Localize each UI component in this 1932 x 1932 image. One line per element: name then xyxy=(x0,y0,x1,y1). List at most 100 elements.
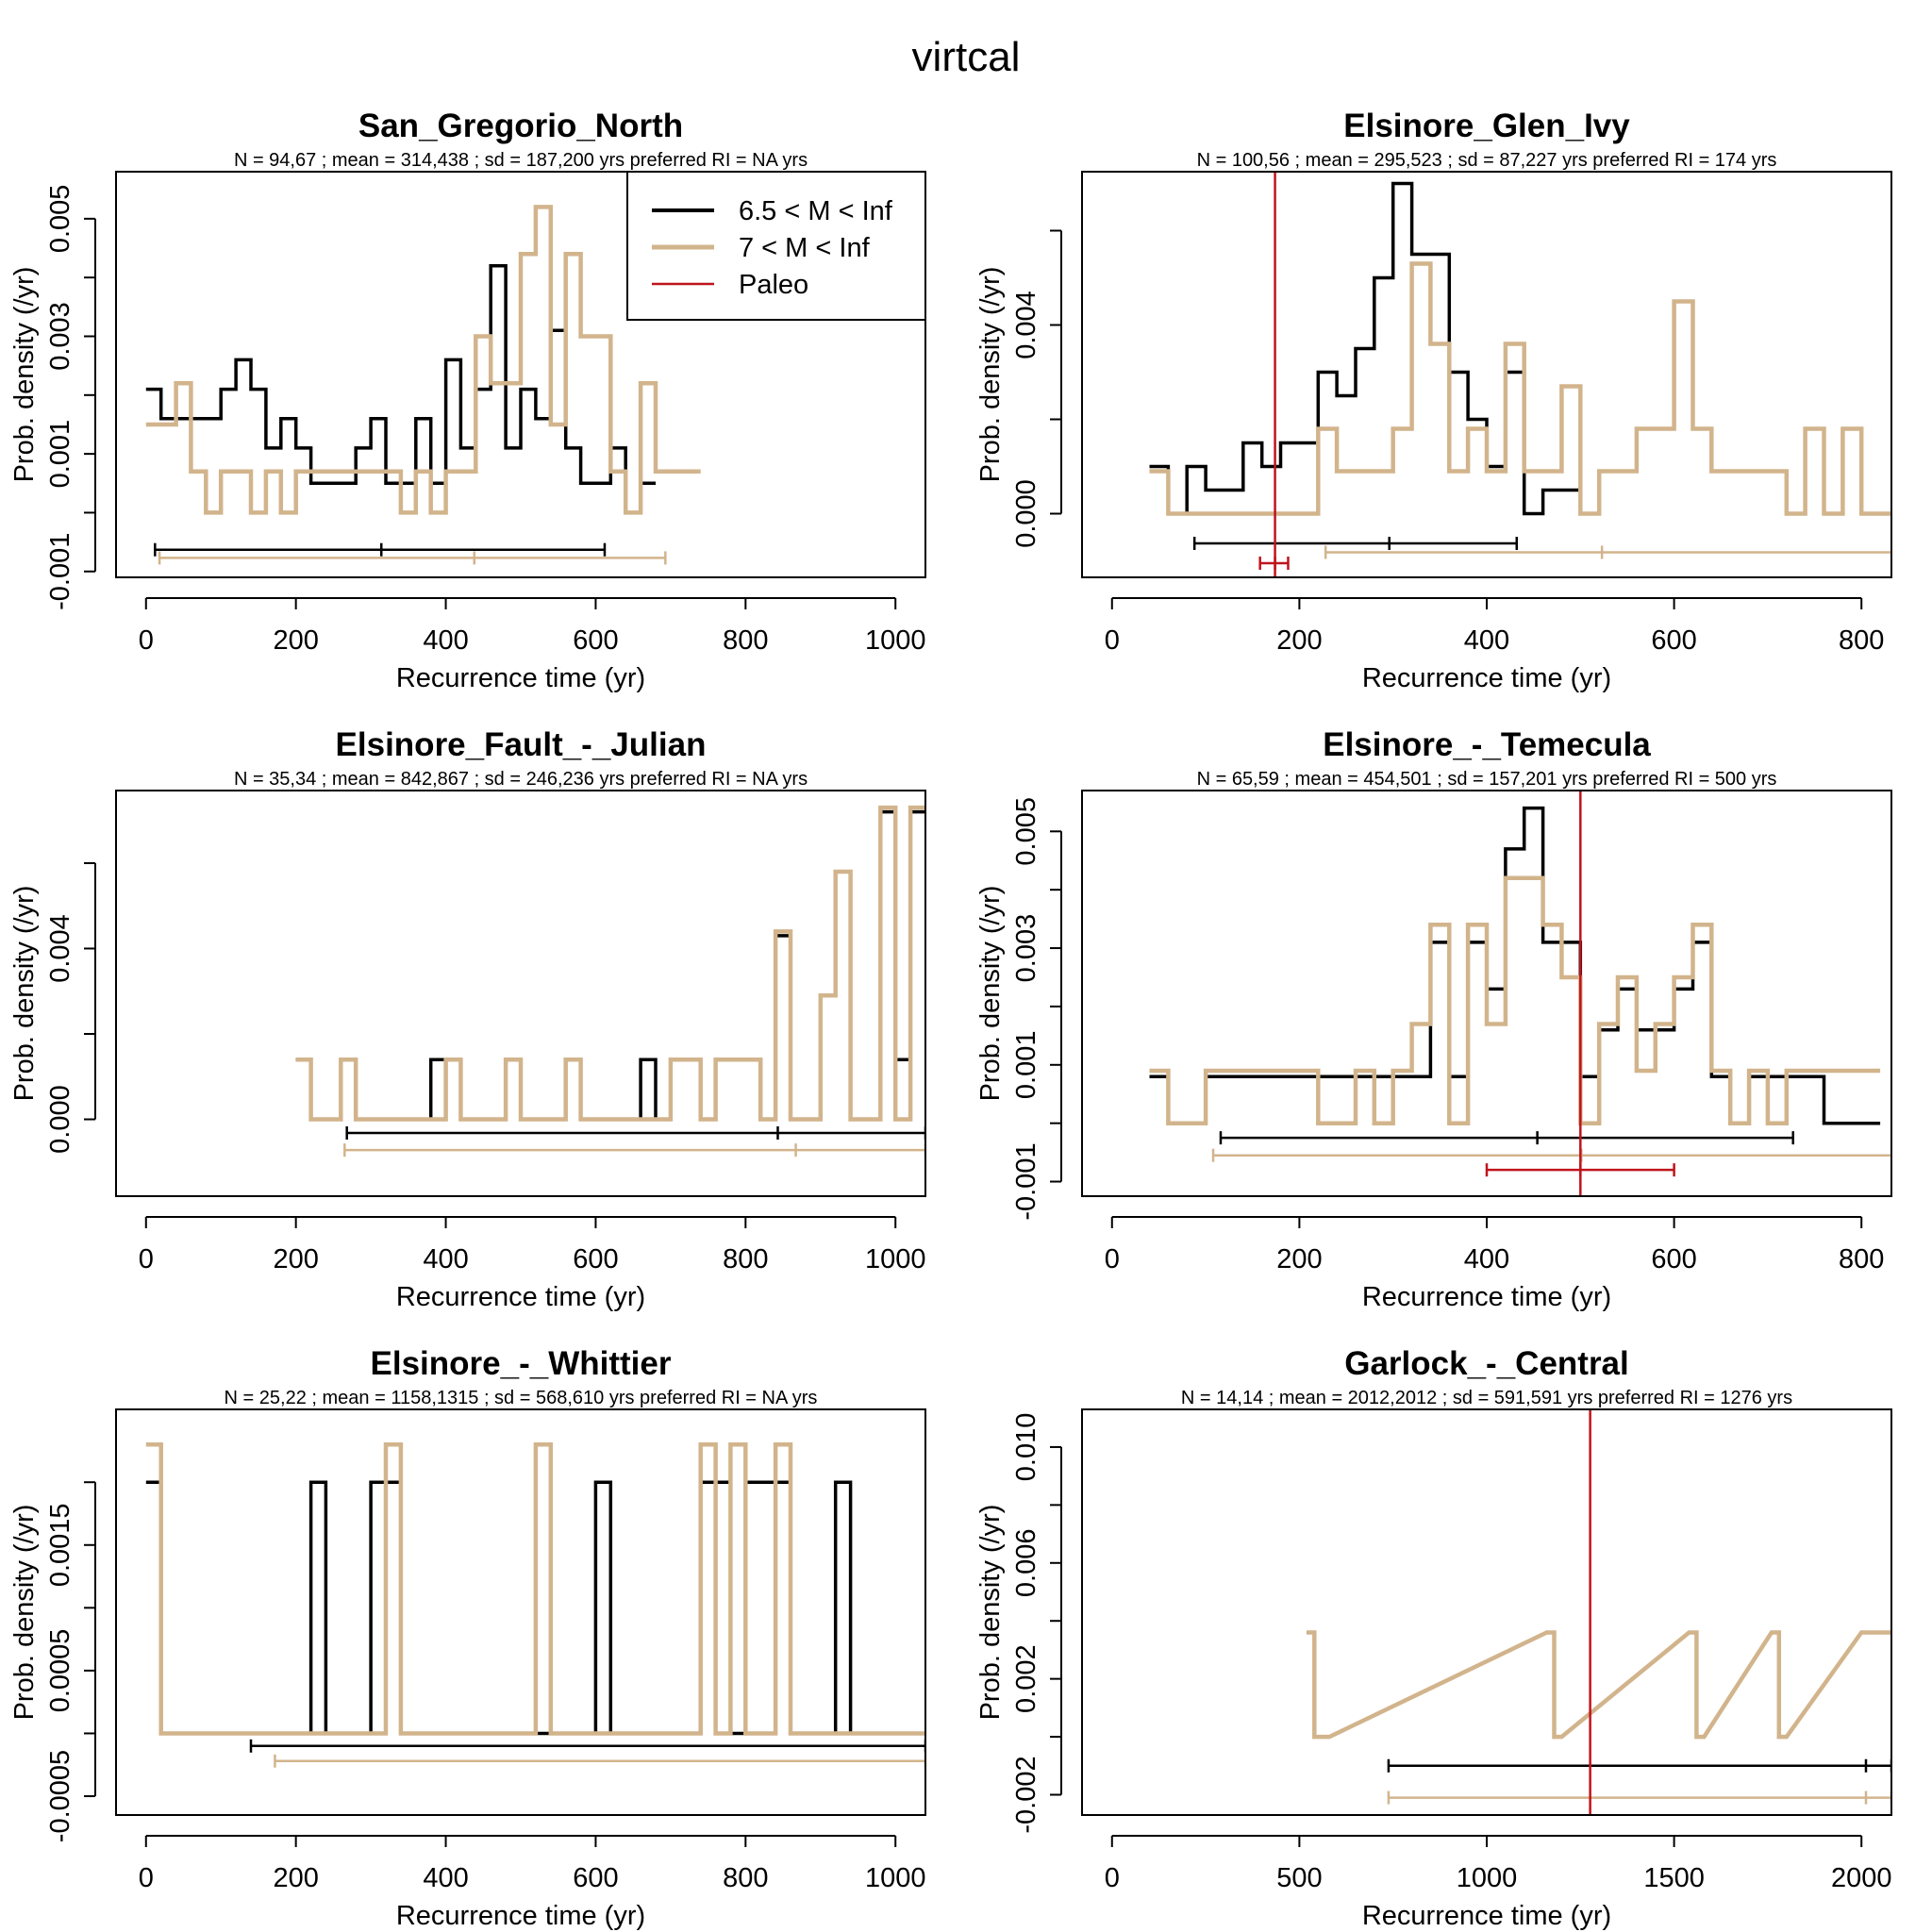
y-tick-label: 0.000 xyxy=(1011,479,1041,548)
series-m7-line xyxy=(145,1442,925,1736)
x-tick-label: 0 xyxy=(139,1244,154,1274)
interval-bar xyxy=(1387,1758,1891,1773)
panel-1: San_Gregorio_North N = 94,67 ; mean = 314… xyxy=(9,108,926,693)
interval-bar xyxy=(1324,545,1891,559)
x-axis: 0 200 400 600 800 Recurrence time (yr) xyxy=(1105,597,1884,693)
plot-frame xyxy=(115,1408,926,1816)
series-m7-line xyxy=(1149,875,1881,1125)
series-m65-line xyxy=(1307,1630,1891,1739)
x-tick-label: 0 xyxy=(1105,1244,1120,1274)
y-axis-label: Prob. density (/yr) xyxy=(9,1505,40,1721)
y-tick-label: 0.0005 xyxy=(45,1629,75,1713)
panel-title: Elsinore_-_Temecula xyxy=(1323,726,1651,763)
panel-subtitle: N = 94,67 ; mean = 314,438 ; sd = 187,20… xyxy=(234,150,808,171)
x-axis-label: Recurrence time (yr) xyxy=(396,663,645,693)
x-axis-label: Recurrence time (yr) xyxy=(1362,1282,1611,1312)
y-tick-label: 0.000 xyxy=(45,1085,75,1154)
x-tick-label: 0 xyxy=(1105,1863,1120,1893)
interval-bar xyxy=(1219,1131,1794,1145)
interval-bar xyxy=(158,551,667,565)
x-axis: 0 500 1000 1500 2000 Recurrence time (yr) xyxy=(1105,1835,1892,1931)
plot-area xyxy=(1149,791,1891,1196)
series-m7-line xyxy=(145,205,701,515)
x-tick-label: 600 xyxy=(573,1244,618,1274)
plot-area xyxy=(145,1442,925,1768)
y-axis-label: Prob. density (/yr) xyxy=(975,1505,1006,1721)
y-tick-label: 0.005 xyxy=(45,185,75,254)
x-tick-label: 400 xyxy=(423,1244,468,1274)
legend-entry: Paleo xyxy=(739,270,808,300)
plot-area xyxy=(1149,172,1891,577)
y-tick-label: 0.004 xyxy=(1011,291,1041,359)
plot-frame xyxy=(1081,790,1892,1197)
x-tick-label: 600 xyxy=(1651,1244,1696,1274)
x-tick-label: 2000 xyxy=(1831,1863,1892,1893)
x-tick-label: 0 xyxy=(1105,625,1120,656)
x-axis: 0 200 400 600 800 1000 Recurrence time (yr) xyxy=(139,1216,925,1312)
x-tick-label: 800 xyxy=(1839,1244,1884,1274)
x-tick-label: 500 xyxy=(1276,1863,1322,1893)
x-axis-label: Recurrence time (yr) xyxy=(396,1282,645,1312)
y-axis-label: Prob. density (/yr) xyxy=(975,267,1006,483)
series-m7-line xyxy=(1149,261,1891,516)
y-tick-label: 0.0015 xyxy=(45,1503,75,1587)
y-axis-label: Prob. density (/yr) xyxy=(9,886,40,1102)
legend-entry: 7 < M < Inf xyxy=(739,233,871,263)
y-axis-label: Prob. density (/yr) xyxy=(975,886,1006,1102)
x-tick-label: 200 xyxy=(1276,1244,1322,1274)
x-tick-label: 200 xyxy=(273,1863,318,1893)
x-tick-label: 400 xyxy=(423,1863,468,1893)
panel-6: Garlock_-_Central N = 14,14 ; mean = 2012… xyxy=(975,1345,1892,1931)
plot-frame xyxy=(1081,1408,1892,1816)
panel-subtitle: N = 100,56 ; mean = 295,523 ; sd = 87,22… xyxy=(1197,150,1777,171)
panel-title: Garlock_-_Central xyxy=(1344,1345,1629,1382)
series-m65-line xyxy=(295,809,925,1122)
series-m65-line xyxy=(1149,181,1581,516)
y-tick-label: 0.003 xyxy=(1011,914,1041,983)
x-tick-label: 1000 xyxy=(865,625,926,656)
plot-frame xyxy=(115,790,926,1197)
x-axis-label: Recurrence time (yr) xyxy=(396,1901,645,1931)
y-tick-label: 0.002 xyxy=(1011,1644,1041,1713)
x-tick-label: 200 xyxy=(273,1244,318,1274)
panels: San_Gregorio_North N = 94,67 ; mean = 314… xyxy=(9,108,1892,1931)
x-tick-label: 800 xyxy=(723,1863,768,1893)
legend-entry: 6.5 < M < Inf xyxy=(739,196,893,226)
y-tick-label: 0.004 xyxy=(45,914,75,983)
y-tick-label: 0.005 xyxy=(1011,797,1041,866)
y-tick-label: 0.006 xyxy=(1011,1528,1041,1597)
y-tick-label: -0.001 xyxy=(1011,1142,1041,1220)
y-tick-label: -0.002 xyxy=(1011,1756,1041,1833)
plot-frame xyxy=(115,171,926,578)
panel-subtitle: N = 35,34 ; mean = 842,867 ; sd = 246,23… xyxy=(234,769,808,790)
panel-title: Elsinore_Glen_Ivy xyxy=(1343,108,1630,144)
x-tick-label: 0 xyxy=(139,625,154,656)
x-tick-label: 600 xyxy=(573,625,618,656)
interval-bar xyxy=(249,1739,925,1753)
panel-2: Elsinore_Glen_Ivy N = 100,56 ; mean = 295… xyxy=(975,108,1892,693)
interval-bar xyxy=(1387,1790,1891,1805)
y-tick-label: 0.003 xyxy=(45,302,75,371)
x-axis: 0 200 400 600 800 1000 Recurrence time (yr) xyxy=(139,1835,926,1931)
y-tick-label: 0.001 xyxy=(45,420,75,489)
interval-bar xyxy=(1571,1823,1610,1836)
x-tick-label: 400 xyxy=(1464,1244,1509,1274)
plot-area xyxy=(1307,1409,1891,1836)
x-tick-label: 1000 xyxy=(865,1863,926,1893)
panel-3: Elsinore_Fault_-_Julian N = 35,34 ; mean … xyxy=(9,726,926,1312)
x-tick-label: 200 xyxy=(273,625,318,656)
x-tick-label: 400 xyxy=(423,625,468,656)
x-tick-label: 200 xyxy=(1276,625,1322,656)
interval-bar xyxy=(1192,537,1519,550)
series-m7-line xyxy=(295,805,925,1122)
y-tick-label: -0.0005 xyxy=(45,1750,75,1842)
x-tick-label: 400 xyxy=(1464,625,1509,656)
x-tick-label: 600 xyxy=(573,1863,618,1893)
panel-subtitle: N = 65,59 ; mean = 454,501 ; sd = 157,20… xyxy=(1197,769,1777,790)
figure-title: virtcal xyxy=(912,34,1021,80)
